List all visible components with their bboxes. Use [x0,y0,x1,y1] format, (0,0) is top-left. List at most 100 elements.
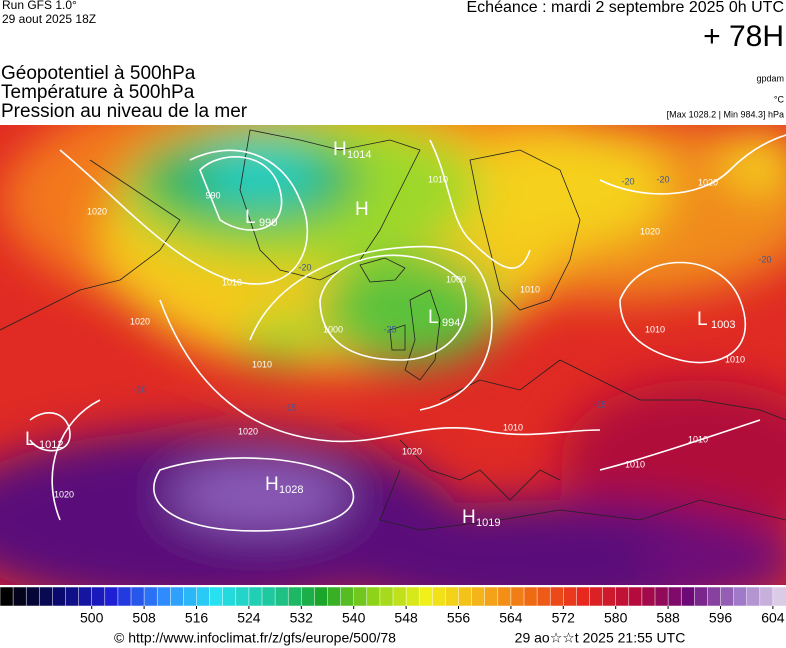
colorbar-swatch [589,586,604,607]
pressure-value: 990 [259,217,277,229]
temperature-label: -25 [383,324,396,334]
colorbar-swatch [274,586,289,607]
colorbar-label: 556 [447,610,471,626]
isobar-label: 1010 [222,277,242,287]
pressure-letter: L [245,207,256,228]
geo-unit: gpdam [756,73,784,83]
colorbar-swatch [143,586,158,607]
isobar-label: 1020 [54,489,74,499]
pressure-range: [Max 1028.2 | Min 984.3] hPa [667,109,784,119]
isobar-label: 1010 [252,359,272,369]
colorbar-swatch [130,586,145,607]
colorbar-label: 596 [709,610,733,626]
colorbar-swatch [340,586,355,607]
colorbar-swatch [432,586,447,607]
colorbar-swatch [523,586,538,607]
isobar-label: 1020 [698,177,718,187]
colorbar-swatch [183,586,198,607]
isobar-label: 1020 [87,206,107,216]
temperature-label: -10 [133,384,146,394]
colorbar-swatch [418,586,434,607]
isobar-label: 1020 [130,316,150,326]
colorbar-swatch [458,586,473,607]
colorbar-label: 604 [761,610,785,626]
colorbar-swatch [484,586,499,607]
isobar-label: 1010 [503,422,523,432]
pressure-value: 1028 [279,484,303,496]
colorbar-swatch [248,586,263,607]
colorbar-swatch [261,586,276,607]
colorbar-label: 540 [342,610,366,626]
colorbar-swatch [65,586,80,607]
colorbar-swatch [733,586,748,607]
colorbar-label: 524 [237,610,261,626]
pressure-value: 994 [442,317,460,329]
temperature-label: -15 [283,402,296,412]
temperature-label: -20 [621,176,634,186]
colorbar-swatch [654,586,669,607]
colorbar-swatch [117,586,132,607]
pressure-letter: L [697,309,708,330]
colorbar-swatch [759,586,774,607]
colorbar-label: 508 [132,610,156,626]
colorbar-swatch [25,586,41,607]
field-name: Température à 500hPa [1,82,195,103]
isobars [29,134,786,532]
run-label: Run GFS 1.0° [2,0,77,12]
colorbar-swatch [405,586,420,607]
colorbar-swatch [78,586,93,607]
isobar-label: 990 [205,190,220,200]
colorbar-swatch [510,586,525,607]
colorbar-label: 500 [80,610,104,626]
coastlines [0,129,786,531]
field-name: Pression au niveau de la mer [1,101,248,122]
map-field [0,125,786,585]
colorbar-swatch [576,586,591,607]
colorbar-swatch [327,586,342,607]
temperature-label: -15 [593,399,606,409]
colorbar-swatch [602,586,617,607]
colorbar-label: 588 [656,610,680,626]
colorbar-label: 516 [185,610,209,626]
lead-time: + 78H [703,20,784,53]
colorbar-swatch [39,586,54,607]
isobar-label: 1010 [625,459,645,469]
colorbar-swatch [772,586,786,607]
footer-source: © http://www.infoclimat.fr/z/gfs/europe/… [114,630,396,646]
colorbar-swatch [445,586,460,607]
colorbar-swatch [91,586,106,607]
run-date: 29 aout 2025 18Z [2,12,96,26]
colorbar-swatch [366,586,381,607]
colorbar-swatch [209,586,224,607]
colorbar-swatch [0,586,14,607]
isobar-label: 1010 [725,354,745,364]
colorbar-swatch [222,586,237,607]
valid-time: Echéance : mardi 2 septembre 2025 0h UTC [467,0,785,16]
isobar-label: 1020 [238,426,258,436]
temp-unit: °C [774,94,785,104]
colorbar-swatch [707,586,722,607]
colorbar-label: 572 [552,610,576,626]
pressure-letter: L [428,307,439,328]
colorbar-swatch [301,586,316,607]
isobar-label: 1020 [640,226,660,236]
colorbar-swatch [353,586,368,607]
pressure-value: 1014 [347,149,371,161]
colorbar-swatch [497,586,512,607]
colorbar-swatch [549,586,565,607]
colorbar-swatch [680,586,696,607]
colorbar-swatch [628,586,643,607]
temperature-label: -20 [656,174,669,184]
pressure-value: 1012 [39,439,63,451]
temperature-label: -20 [298,262,311,272]
colorbar-label: 564 [499,610,523,626]
footer-generated: 29 ao☆☆t 2025 21:55 UTC [515,630,686,646]
colorbar-swatch [536,586,551,607]
colorbar-swatch [746,586,761,607]
pressure-letter: H [265,474,279,495]
pressure-value: 1003 [711,319,735,331]
isobar-label: 1010 [688,434,708,444]
colorbar-swatch [563,586,578,607]
